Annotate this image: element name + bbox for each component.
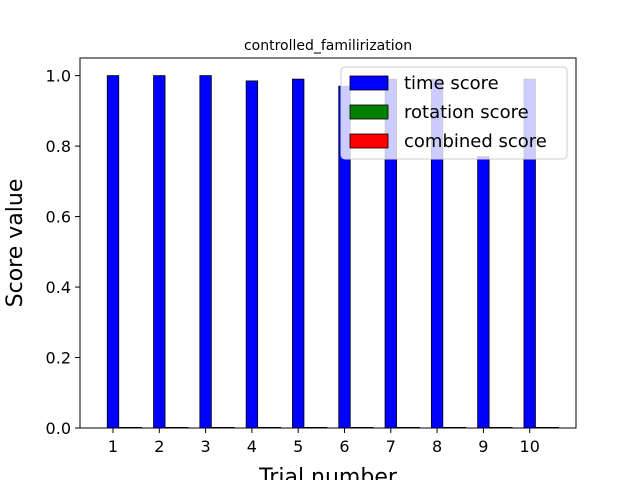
x-tick-label: 10 [520,437,540,456]
x-tick-label: 1 [108,437,118,456]
legend-box [340,66,568,160]
bar-time-score-4 [245,80,259,429]
y-tick-label: 0.0 [46,419,71,438]
y-axis-label: Score value [3,179,28,308]
bar-time-score-5 [292,78,305,429]
x-axis: 1 2 3 4 5 6 7 8 9 10 [108,428,540,456]
x-tick-label: 5 [293,437,303,456]
x-tick-label: 2 [154,437,164,456]
legend-swatch-time-score [349,75,389,91]
legend-swatch-rotation-score [349,104,389,120]
y-axis: 0.0 0.2 0.4 0.6 0.8 1.0 [46,67,80,438]
x-axis-label: Trial number [258,465,398,480]
bar-time-score-3 [199,75,212,429]
legend-label-combined-score: combined score [404,131,547,152]
x-tick-label: 3 [201,437,211,456]
bar-time-score-2 [153,75,166,429]
bar-time-score-1 [106,75,120,429]
x-tick-label: 7 [386,437,396,456]
plot-frame [79,57,577,429]
x-tick-label: 9 [478,437,488,456]
y-tick-label: 0.4 [46,278,71,297]
x-tick-label: 6 [339,437,349,456]
legend-label-rotation-score: rotation score [404,102,529,123]
legend-swatch-combined-score [349,133,389,149]
y-tick-label: 0.2 [46,349,71,368]
x-tick-label: 4 [247,437,257,456]
chart-title: controlled_familirization [244,38,412,54]
y-tick-label: 1.0 [46,67,71,86]
y-tick-label: 0.8 [46,137,71,156]
bar-time-score-9 [477,156,490,429]
legend-label-time-score: time score [404,73,499,94]
x-tick-label: 8 [432,437,442,456]
legend: time score rotation score combined score [340,66,568,160]
y-tick-label: 0.6 [46,208,71,227]
